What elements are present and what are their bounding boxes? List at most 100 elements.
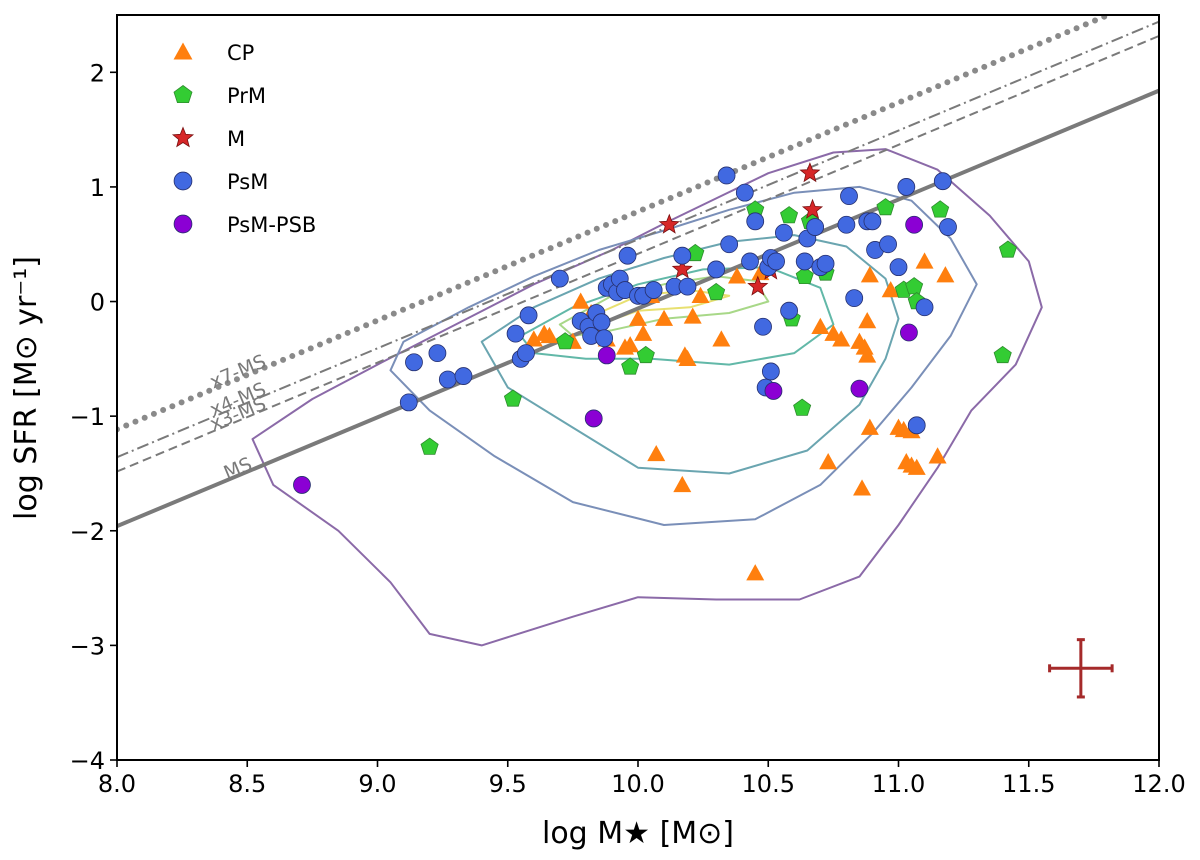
x-tick-label: 9.5 bbox=[489, 770, 527, 798]
point-cp-0 bbox=[524, 330, 543, 347]
point-cp-20 bbox=[712, 330, 731, 347]
point-psm-21 bbox=[618, 246, 637, 265]
x-tick-label: 11.0 bbox=[872, 770, 925, 798]
reference-line-MS bbox=[117, 88, 1159, 529]
x-tick-label: 11.5 bbox=[1002, 770, 1055, 798]
point-cp-15 bbox=[673, 475, 692, 493]
point-prm-5 bbox=[636, 345, 655, 364]
point-cp-24 bbox=[811, 317, 830, 334]
point-psm-30 bbox=[720, 235, 739, 254]
point-cp-27 bbox=[832, 330, 851, 347]
point-cp-10 bbox=[629, 309, 647, 326]
legend-label-psm: PsM bbox=[227, 170, 268, 194]
point-prm-7 bbox=[707, 282, 726, 301]
point-cp-17 bbox=[678, 349, 697, 367]
y-tick-label: −2 bbox=[70, 518, 105, 546]
reference-lines bbox=[117, 15, 1159, 529]
point-cp-31 bbox=[858, 346, 877, 363]
legend-marker-psm bbox=[173, 171, 193, 191]
point-psm-15 bbox=[595, 329, 614, 348]
point-psm-57 bbox=[933, 172, 952, 191]
y-tick-label: −3 bbox=[70, 632, 105, 660]
point-psm-41 bbox=[795, 252, 814, 271]
point-psm-43 bbox=[806, 218, 825, 236]
point-psm-32 bbox=[741, 252, 759, 271]
point-cp-35 bbox=[881, 281, 900, 298]
legend-label-cp: CP bbox=[227, 41, 254, 65]
x-tick-label: 12.0 bbox=[1132, 770, 1185, 798]
point-psm-9 bbox=[550, 269, 569, 288]
point-psm-psb-4 bbox=[850, 379, 869, 398]
point-prm-21 bbox=[998, 240, 1017, 258]
point-psm-40 bbox=[780, 301, 798, 320]
point-prm-19 bbox=[931, 200, 950, 218]
legend-marker-m bbox=[171, 126, 195, 148]
point-psm-47 bbox=[840, 187, 858, 205]
contour-level-4 bbox=[519, 266, 835, 366]
reference-line-x3-MS bbox=[117, 35, 1159, 473]
point-cp-44 bbox=[936, 266, 955, 283]
point-m-0 bbox=[658, 213, 680, 234]
point-cp-43 bbox=[928, 447, 947, 464]
point-prm-15 bbox=[876, 198, 895, 216]
point-cp-25 bbox=[819, 453, 838, 470]
point-cp-33 bbox=[860, 266, 879, 283]
point-psm-2 bbox=[428, 344, 447, 363]
point-psm-4 bbox=[454, 367, 473, 385]
legend-marker-cp bbox=[173, 42, 193, 60]
point-prm-17 bbox=[905, 277, 924, 295]
point-psm-psb-1 bbox=[584, 409, 603, 428]
point-prm-9 bbox=[780, 206, 799, 224]
point-cp-32 bbox=[858, 312, 877, 329]
legend-marker-psm-psb bbox=[173, 214, 193, 234]
y-tick-label: −1 bbox=[70, 403, 105, 431]
reference-line-x4-MS bbox=[117, 20, 1159, 459]
x-axis-label: log M★ [M⊙] bbox=[542, 816, 734, 851]
point-psm-psb-5 bbox=[900, 323, 918, 342]
point-cp-29 bbox=[853, 479, 872, 496]
point-prm-11 bbox=[793, 398, 812, 416]
point-cp-14 bbox=[655, 309, 674, 326]
legend-label-psm-psb: PsM-PSB bbox=[227, 213, 316, 237]
point-psm-48 bbox=[845, 289, 864, 308]
point-m-2 bbox=[747, 275, 769, 296]
point-m-1 bbox=[671, 258, 693, 279]
legend: CP PrM M PsM PsM-PSB bbox=[171, 41, 316, 237]
point-psm-27 bbox=[678, 277, 697, 296]
point-psm-56 bbox=[915, 298, 934, 317]
point-psm-54 bbox=[897, 178, 916, 196]
point-psm-55 bbox=[907, 416, 926, 435]
point-cp-9 bbox=[621, 336, 640, 353]
reference-line-x7-MS bbox=[117, 15, 1117, 433]
point-cp-23 bbox=[751, 263, 770, 281]
x-tick-label: 9.0 bbox=[358, 770, 396, 798]
point-psm-34 bbox=[754, 317, 772, 336]
point-psm-8 bbox=[519, 306, 538, 325]
point-cp-34 bbox=[860, 418, 879, 435]
point-psm-0 bbox=[399, 393, 418, 412]
point-psm-psb-2 bbox=[597, 346, 616, 365]
point-cp-22 bbox=[746, 564, 765, 581]
point-psm-26 bbox=[673, 246, 692, 265]
point-m-4 bbox=[799, 162, 821, 183]
point-prm-20 bbox=[993, 345, 1012, 364]
point-cp-2 bbox=[540, 326, 559, 344]
contour-level-3 bbox=[480, 234, 900, 475]
y-tick-label: −4 bbox=[70, 747, 105, 775]
point-psm-psb-0 bbox=[293, 476, 311, 494]
point-cp-11 bbox=[634, 324, 653, 341]
point-cp-13 bbox=[647, 444, 666, 462]
point-psm-psb-3 bbox=[764, 382, 783, 400]
data-markers bbox=[293, 162, 1017, 581]
point-psm-50 bbox=[863, 212, 882, 231]
x-tick-label: 8.0 bbox=[98, 770, 136, 798]
point-psm-31 bbox=[735, 183, 754, 202]
legend-label-prm: PrM bbox=[227, 84, 266, 108]
point-psm-59 bbox=[761, 362, 780, 381]
contour-level-2 bbox=[389, 185, 978, 526]
point-m-5 bbox=[801, 198, 824, 219]
x-tick-label: 10.0 bbox=[611, 770, 664, 798]
x-tick-label: 10.5 bbox=[742, 770, 795, 798]
point-psm-46 bbox=[837, 215, 856, 234]
